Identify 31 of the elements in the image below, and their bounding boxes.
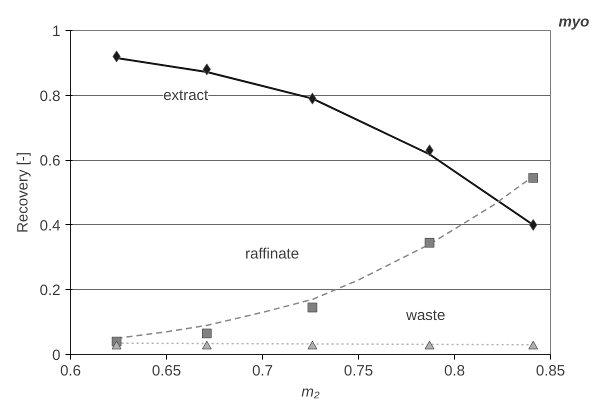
point xyxy=(202,64,211,76)
point xyxy=(112,50,121,62)
point xyxy=(529,219,538,231)
text: myo xyxy=(558,14,590,30)
annotation: raffinate xyxy=(245,246,300,263)
y-tick-label: 0.2 xyxy=(40,282,61,300)
point xyxy=(202,340,212,350)
x-tick-label: 0.75 xyxy=(344,362,374,380)
point xyxy=(426,144,434,156)
y-tick-label: 0.6 xyxy=(40,152,61,170)
point xyxy=(528,173,538,183)
point xyxy=(308,92,316,104)
point xyxy=(202,328,212,338)
point xyxy=(424,340,434,350)
point xyxy=(112,340,122,350)
point xyxy=(424,238,434,248)
y-axis-title: Recovery [-] xyxy=(14,152,32,233)
x-axis-title: m₂ xyxy=(301,384,320,400)
point xyxy=(308,302,318,312)
x-tick-label: 0.85 xyxy=(536,362,566,380)
y-tick-label: 1 xyxy=(52,23,60,40)
y-tick-label: 0.8 xyxy=(40,88,61,105)
point xyxy=(308,340,318,350)
x-tick-label: 0.7 xyxy=(252,362,273,380)
annotation: waste xyxy=(405,307,446,324)
point xyxy=(528,340,538,350)
y-tick-label: 0 xyxy=(52,347,60,364)
y-tick-label: 0.4 xyxy=(40,217,61,234)
annotation: extract xyxy=(163,86,210,104)
x-tick-label: 0.65 xyxy=(152,362,182,380)
x-tick-label: 0.8 xyxy=(444,362,465,380)
